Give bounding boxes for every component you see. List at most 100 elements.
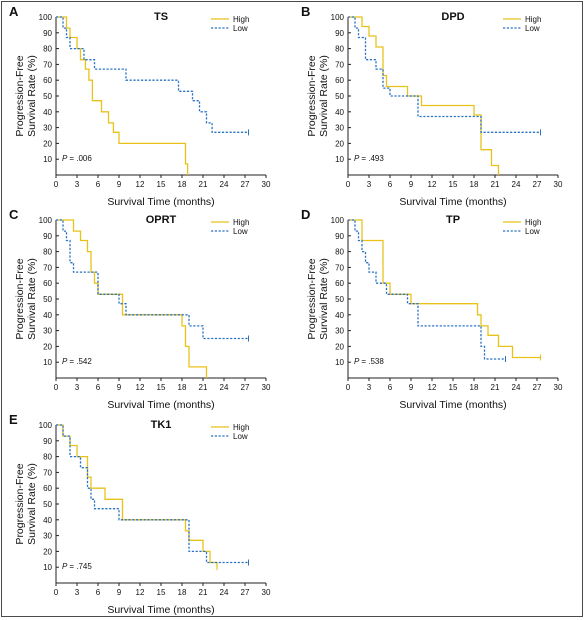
legend-label-high: High	[525, 15, 541, 24]
legend-label-high: High	[233, 218, 249, 227]
y-axis-label-line: Progression-Free	[14, 258, 26, 339]
y-axis-label: Progression-Free Survival Rate (%)	[14, 55, 38, 137]
y-tick-label: 100	[39, 216, 53, 225]
y-tick-label: 90	[43, 437, 52, 446]
p-value: = .745	[69, 562, 92, 571]
x-tick-label: 3	[75, 180, 80, 189]
y-tick-label: 70	[43, 60, 52, 69]
y-tick-label: 40	[335, 311, 344, 320]
series-line-high	[348, 219, 541, 359]
legend-label-high: High	[233, 423, 249, 432]
y-tick-label: 80	[43, 248, 52, 257]
series-line-high	[56, 16, 189, 175]
series-line-high	[56, 424, 218, 568]
x-tick-label: 18	[470, 383, 479, 392]
x-tick-label: 24	[220, 180, 229, 189]
x-tick-label: 27	[241, 180, 250, 189]
legend-label-low: Low	[233, 432, 248, 441]
p-value-label: P = .006	[62, 154, 92, 163]
x-axis-label: Survival Time (months)	[107, 604, 214, 616]
p-value: = .006	[69, 154, 92, 163]
panel-title: DPD	[441, 11, 464, 23]
x-tick-label: 12	[136, 180, 145, 189]
y-tick-label: 20	[43, 342, 52, 351]
series-line-high	[56, 219, 208, 378]
y-axis-label-line: Survival Rate (%)	[26, 55, 38, 137]
x-axis-label: Survival Time (months)	[107, 399, 214, 411]
x-tick-label: 30	[262, 180, 271, 189]
y-tick-label: 10	[43, 358, 52, 367]
y-tick-label: 20	[43, 547, 52, 556]
panel-letter: C	[9, 207, 19, 222]
y-tick-label: 50	[335, 295, 344, 304]
x-tick-label: 24	[512, 180, 521, 189]
p-value: = .542	[69, 357, 92, 366]
y-tick-label: 80	[43, 45, 52, 54]
p-symbol: P	[62, 357, 68, 366]
x-tick-label: 15	[157, 383, 166, 392]
km-panel-d: 10 20 30 40 50 60 70 80 90 100 0 3 6 9 12 15 18 21 24 27 30 T…	[301, 207, 563, 411]
x-tick-label: 0	[346, 383, 351, 392]
x-tick-label: 0	[346, 180, 351, 189]
y-tick-label: 20	[43, 139, 52, 148]
y-tick-label: 60	[335, 279, 344, 288]
x-tick-label: 9	[117, 588, 122, 597]
y-axis-label-line: Progression-Free	[306, 55, 318, 136]
x-tick-label: 6	[96, 383, 101, 392]
series-line-low	[348, 16, 541, 133]
p-value-label: P = .542	[62, 357, 92, 366]
y-tick-label: 50	[43, 92, 52, 101]
y-tick-label: 30	[43, 532, 52, 541]
x-tick-label: 27	[241, 383, 250, 392]
x-tick-label: 30	[262, 383, 271, 392]
x-tick-label: 18	[178, 588, 187, 597]
y-tick-label: 100	[331, 216, 345, 225]
y-tick-label: 10	[43, 155, 52, 164]
panel-title: TP	[446, 214, 460, 226]
p-value-label: P = .745	[62, 562, 92, 571]
y-tick-label: 20	[335, 342, 344, 351]
y-axis-label: Progression-Free Survival Rate (%)	[306, 55, 330, 137]
panel-title: OPRT	[146, 214, 177, 226]
x-tick-label: 21	[199, 180, 208, 189]
x-tick-label: 21	[199, 383, 208, 392]
p-value: = .493	[361, 154, 384, 163]
x-axis-label: Survival Time (months)	[107, 196, 214, 208]
x-tick-label: 3	[75, 588, 80, 597]
panel-letter: A	[9, 4, 19, 19]
x-tick-label: 0	[54, 588, 59, 597]
p-value-label: P = .493	[354, 154, 384, 163]
y-tick-label: 30	[335, 124, 344, 133]
legend-label-high: High	[525, 218, 541, 227]
x-tick-label: 24	[220, 588, 229, 597]
y-tick-label: 50	[43, 500, 52, 509]
x-tick-label: 3	[367, 383, 372, 392]
y-axis-label: Progression-Free Survival Rate (%)	[306, 258, 330, 340]
y-tick-label: 40	[335, 108, 344, 117]
x-axis-label: Survival Time (months)	[399, 196, 506, 208]
legend-label-low: Low	[233, 227, 248, 236]
y-tick-label: 60	[335, 76, 344, 85]
x-tick-label: 21	[491, 180, 500, 189]
y-tick-label: 10	[43, 563, 52, 572]
panel-letter: E	[9, 412, 18, 427]
legend-label-high: High	[233, 15, 249, 24]
x-tick-label: 24	[220, 383, 229, 392]
x-tick-label: 12	[136, 383, 145, 392]
y-tick-label: 100	[331, 13, 345, 22]
x-tick-label: 3	[75, 383, 80, 392]
y-tick-label: 100	[39, 13, 53, 22]
y-tick-label: 70	[335, 263, 344, 272]
y-axis-label-line: Progression-Free	[306, 258, 318, 339]
y-tick-label: 50	[43, 295, 52, 304]
x-tick-label: 18	[470, 180, 479, 189]
x-tick-label: 6	[96, 588, 101, 597]
y-tick-label: 30	[335, 327, 344, 336]
y-axis-label-line: Survival Rate (%)	[318, 55, 330, 137]
p-symbol: P	[62, 154, 68, 163]
y-tick-label: 40	[43, 108, 52, 117]
x-tick-label: 15	[157, 180, 166, 189]
km-panel-b: 10 20 30 40 50 60 70 80 90 100 0 3 6 9 12 15 18 21 24 27 30 D…	[301, 4, 563, 208]
y-tick-label: 90	[43, 29, 52, 38]
